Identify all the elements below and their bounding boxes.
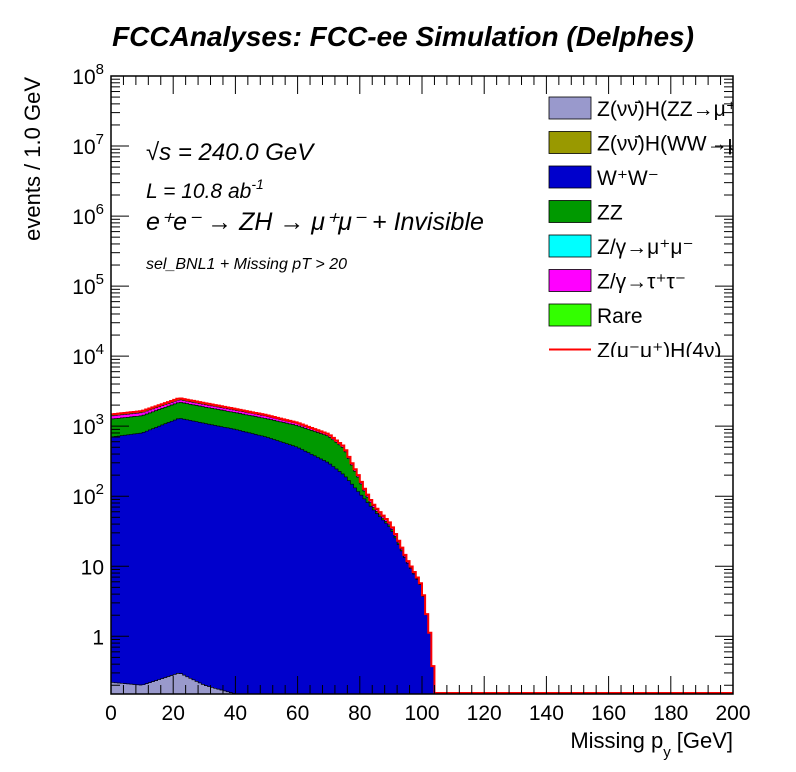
legend-label: Z/γ→τ⁺τ⁻ <box>597 271 686 294</box>
x-tick-label: 180 <box>653 702 688 725</box>
y-tick-label: 105 <box>72 271 104 299</box>
y-tick-label: 108 <box>72 61 104 89</box>
stack-area-2 <box>111 418 435 694</box>
legend-label: Z(νν̄)H(WW→μ⁺νμ⁻ν) <box>597 133 796 156</box>
signal-line <box>111 397 733 694</box>
legend-swatch <box>548 269 592 292</box>
legend-swatch <box>548 234 592 258</box>
legend-swatch <box>548 96 592 120</box>
legend-swatch <box>548 200 592 223</box>
x-tick-label: 100 <box>404 702 439 725</box>
legend-swatch <box>548 165 592 189</box>
chart-title: FCCAnalyses: FCC-ee Simulation (Delphes) <box>112 21 694 52</box>
legend-label: Z(μ⁻μ⁺)H(4ν) <box>597 340 722 363</box>
legend-label: Z(νν̄)H(ZZ→μ⁺μ⁻ν⁺ν⁻) <box>597 98 796 121</box>
legend-swatch <box>548 303 592 327</box>
process-annotation: e⁺e⁻ → ZH → μ⁺μ⁻ + Invisible <box>146 208 484 236</box>
x-tick-labels: 0 20 40 60 80 100 120 140 160 180 200 <box>105 702 750 725</box>
y-tick-labels: 1 10 102 103 104 105 106 107 108 <box>72 61 104 649</box>
sqrt-s-annotation: √s = 240.0 GeV <box>146 139 315 166</box>
y-tick-label: 106 <box>72 201 104 229</box>
x-tick-label: 20 <box>162 702 185 725</box>
y-tick-label: 102 <box>72 481 104 509</box>
legend: Z(νν̄)H(ZZ→μ⁺μ⁻ν⁺ν⁻) Z(νν̄)H(WW→μ⁺νμ⁻ν) W⁺… <box>548 96 796 363</box>
legend-label: Rare <box>597 305 643 328</box>
legend-label: W⁺W⁻ <box>597 167 659 190</box>
stacked-histogram <box>111 398 435 694</box>
x-tick-label: 60 <box>286 702 309 725</box>
y-tick-label: 1 <box>92 626 104 649</box>
y-tick-label: 10 <box>81 556 104 579</box>
x-tick-label: 120 <box>467 702 502 725</box>
y-tick-label: 103 <box>72 411 104 439</box>
luminosity-annotation: L = 10.8 ab-1 <box>146 176 264 203</box>
legend-label: ZZ <box>597 202 623 225</box>
y-axis-label: events / 1.0 GeV <box>20 77 45 241</box>
y-tick-label: 107 <box>72 131 104 159</box>
y-tick-label: 104 <box>72 341 104 369</box>
legend-label: Z/γ→μ⁺μ⁻ <box>597 236 694 259</box>
x-tick-label: 160 <box>591 702 626 725</box>
axis-ticks <box>110 75 734 694</box>
x-tick-label: 80 <box>348 702 371 725</box>
x-tick-label: 40 <box>224 702 247 725</box>
x-tick-label: 140 <box>529 702 564 725</box>
selection-annotation: sel_BNL1 + Missing pT > 20 <box>146 256 347 273</box>
signal-line-path <box>111 397 733 694</box>
x-axis-label: Missing py [GeV] <box>570 728 733 761</box>
legend-swatch <box>548 131 592 154</box>
x-tick-label: 200 <box>715 702 750 725</box>
x-tick-label: 0 <box>105 702 117 725</box>
